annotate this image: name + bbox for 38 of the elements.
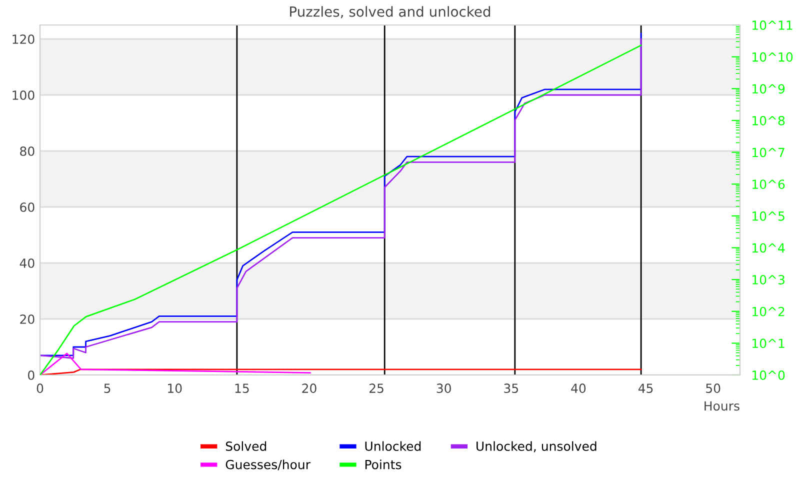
- y2-tick-label: 10^6: [752, 180, 785, 190]
- x-tick-label: 40: [571, 384, 586, 394]
- line-series: [40, 352, 311, 375]
- chart-title: Puzzles, solved and unlocked: [290, 6, 490, 18]
- y-tick-label: 80: [20, 146, 34, 156]
- y2-tick-label: 10^8: [752, 116, 785, 126]
- y2-tick-label: 10^11: [752, 20, 792, 30]
- y-tick-label: 120: [12, 34, 34, 44]
- y-tick-label: 0: [28, 370, 34, 380]
- y2-tick-label: 10^0: [752, 370, 785, 380]
- x-tick-label: 15: [235, 384, 249, 394]
- x-tick-label: 0: [36, 384, 44, 394]
- y2-tick-label: 10^2: [752, 306, 784, 316]
- y2-tick-label: 10^3: [752, 275, 784, 284]
- y2-tick-label: 10^9: [752, 84, 785, 94]
- x-tick-label: 45: [638, 384, 653, 394]
- legend-label: Guesses/hour: [226, 460, 310, 470]
- x-tick-label: 25: [370, 384, 384, 394]
- legend-label: Unlocked: [365, 441, 421, 451]
- y2-tick-label: 10^7: [752, 148, 784, 158]
- x-tick-label: 50: [706, 384, 720, 394]
- y-tick-label: 100: [12, 90, 34, 100]
- y-tick-label: 40: [20, 258, 34, 268]
- y-tick-label: 20: [20, 314, 34, 324]
- y-tick-label: 60: [20, 202, 34, 212]
- legend-label: Solved: [226, 441, 266, 451]
- x-tick-label: 20: [302, 384, 316, 394]
- x-tick-label: 5: [104, 384, 110, 394]
- y2-tick-label: 10^4: [752, 243, 785, 253]
- y2-tick-label: 10^1: [752, 338, 784, 348]
- x-tick-label: 30: [436, 384, 451, 394]
- x-tick-label: 10: [168, 384, 182, 394]
- legend-label: Unlocked, unsolved: [476, 441, 596, 452]
- x-axis-title: Hours: [704, 401, 740, 411]
- legend-label: Points: [365, 460, 402, 470]
- y2-tick-label: 10^10: [752, 52, 793, 62]
- x-tick-label: 35: [504, 384, 518, 394]
- y2-tick-label: 10^5: [752, 211, 784, 221]
